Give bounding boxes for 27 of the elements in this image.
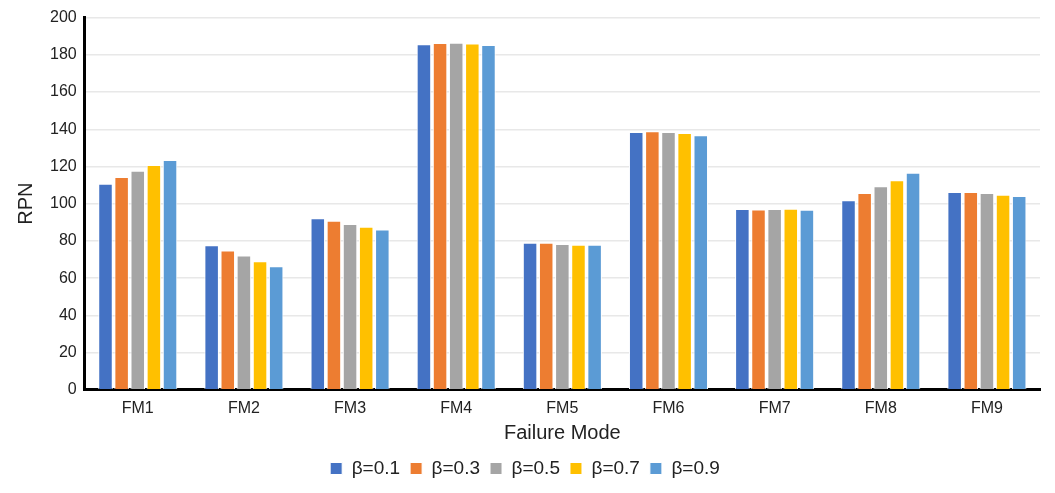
x-tick-label: FM7: [758, 398, 791, 416]
x-tick-label: FM6: [652, 398, 685, 416]
x-tick-label: FM1: [121, 398, 154, 416]
x-tick-label: FM2: [227, 398, 261, 416]
x-axis-title: Failure Mode: [503, 420, 621, 443]
x-tick-label: FM8: [864, 398, 897, 416]
y-tick-label: 160: [49, 82, 77, 100]
legend-label: β=0.5: [511, 456, 560, 478]
y-tick-label: 80: [58, 231, 77, 249]
y-tick-label: 20: [58, 342, 77, 360]
legend-label: β=0.1: [351, 456, 401, 478]
legend-label: β=0.9: [671, 456, 720, 478]
y-tick-label: 140: [49, 119, 77, 137]
legend-label: β=0.3: [431, 456, 481, 478]
y-tick-label: 120: [49, 156, 77, 174]
x-tick-label: FM9: [970, 398, 1004, 416]
y-tick-label: 60: [58, 268, 77, 286]
legend-label: β=0.7: [591, 456, 640, 478]
y-tick-label: 0: [67, 380, 77, 398]
y-tick-label: 100: [49, 194, 77, 212]
y-tick-label: 200: [49, 8, 77, 26]
y-tick-label: 180: [49, 45, 77, 63]
x-tick-label: FM3: [334, 398, 367, 416]
x-tick-label: FM5: [546, 398, 579, 416]
y-tick-label: 40: [58, 305, 77, 323]
x-tick-label: FM4: [440, 398, 473, 416]
y-axis-title: RPN: [13, 182, 36, 225]
